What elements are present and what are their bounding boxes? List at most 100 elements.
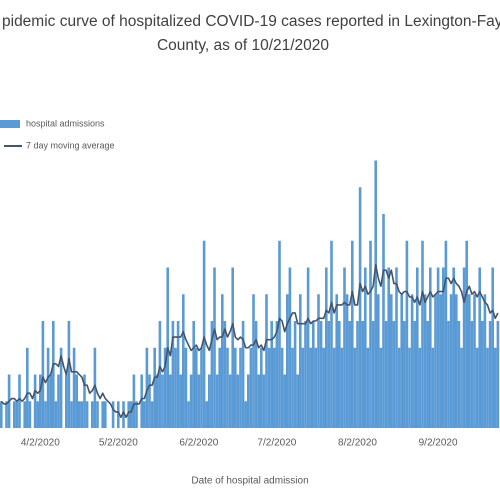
bar (127, 401, 130, 428)
bar (145, 347, 149, 428)
bar (301, 347, 305, 428)
bar (379, 347, 383, 428)
bar (436, 267, 440, 428)
bar (189, 374, 193, 428)
bar (161, 374, 164, 428)
bar (314, 347, 318, 428)
bar (377, 294, 380, 428)
x-tick-label: 5/2/2020 (99, 438, 138, 449)
bar (226, 347, 229, 428)
bar (257, 374, 260, 428)
bar (265, 294, 268, 428)
x-axis-title: Date of hospital admission (191, 476, 308, 487)
bar (148, 374, 151, 428)
bar (239, 347, 242, 428)
bar (475, 347, 479, 428)
bar (195, 347, 198, 428)
bar (470, 321, 474, 428)
bar (13, 401, 16, 428)
bar (319, 321, 323, 428)
bar (41, 321, 45, 428)
bar (72, 347, 76, 428)
bar (374, 160, 377, 428)
bar (260, 347, 263, 428)
bar (452, 267, 455, 428)
bar (325, 267, 328, 428)
bar (59, 347, 63, 428)
bar (345, 294, 349, 428)
bar (75, 374, 78, 428)
bar (494, 347, 497, 428)
bar (397, 347, 401, 428)
bar (382, 214, 385, 428)
bar (249, 347, 253, 428)
bar (80, 401, 84, 428)
bar (322, 347, 325, 428)
bar (416, 267, 419, 428)
bar (447, 321, 450, 428)
bar (262, 374, 266, 428)
bar (273, 347, 276, 428)
bar (384, 321, 388, 428)
bar (431, 347, 435, 428)
x-tick-label: 8/2/2020 (338, 438, 377, 449)
bar (228, 374, 232, 428)
bar (202, 240, 206, 428)
bar (205, 401, 208, 428)
bar (96, 401, 99, 428)
bar (223, 321, 227, 428)
bar (429, 267, 432, 428)
bar (280, 347, 284, 428)
bar (434, 294, 437, 428)
bar (270, 321, 273, 428)
bar (296, 374, 299, 428)
bar (122, 401, 125, 428)
bar (18, 374, 21, 428)
bar (57, 374, 60, 428)
x-tick-label: 9/2/2020 (419, 438, 458, 449)
bar (52, 321, 55, 428)
bar (392, 321, 396, 428)
bar (410, 294, 414, 428)
bar (483, 294, 487, 428)
bar (215, 374, 219, 428)
bar (150, 401, 154, 428)
bar (335, 294, 338, 428)
bar (473, 294, 476, 428)
bar (252, 294, 255, 428)
bar (343, 267, 346, 428)
bar (143, 401, 146, 428)
bar (418, 347, 422, 428)
bar (140, 374, 143, 428)
bar (85, 401, 89, 428)
bar (426, 321, 429, 428)
bar (171, 321, 175, 428)
bar (478, 267, 481, 428)
legend-label: hospital admissions (26, 118, 105, 128)
bar (210, 321, 214, 428)
bar (236, 374, 240, 428)
bar (462, 267, 466, 428)
bar (221, 294, 224, 428)
bar (104, 401, 107, 428)
bar (67, 321, 71, 428)
bar (0, 401, 3, 428)
bar (442, 267, 445, 428)
bar (488, 321, 492, 428)
bar (299, 294, 302, 428)
bar (439, 294, 442, 428)
bar (153, 347, 156, 428)
bar (455, 294, 458, 428)
bar (49, 374, 52, 428)
bar (28, 401, 32, 428)
bar (353, 347, 357, 428)
bar (23, 401, 26, 428)
bar (197, 374, 201, 428)
bar (241, 321, 245, 428)
bar (286, 294, 289, 428)
bar (421, 240, 424, 428)
x-tick-label: 6/2/2020 (179, 438, 218, 449)
bar (44, 401, 47, 428)
bar (291, 347, 294, 428)
